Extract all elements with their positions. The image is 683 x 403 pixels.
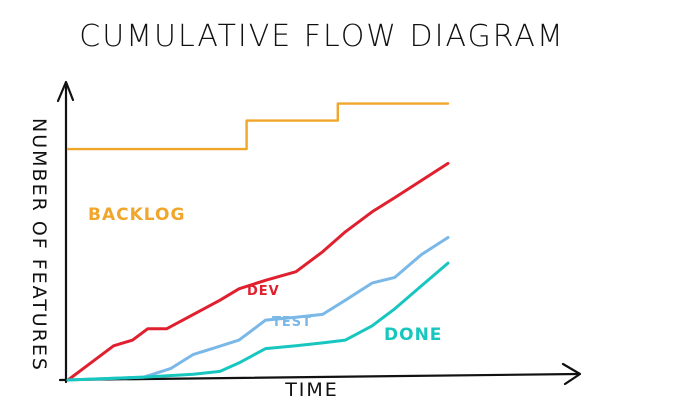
series-layer bbox=[66, 102, 450, 382]
series-line-done bbox=[66, 261, 450, 382]
x-axis-label: TIME bbox=[284, 379, 339, 401]
series-line-test bbox=[66, 236, 450, 382]
y-axis-arrow bbox=[56, 80, 75, 103]
y-axis-label: NUMBER OF FEATURES bbox=[28, 118, 50, 372]
series-label-done: DONE bbox=[384, 325, 442, 345]
x-axis-arrow bbox=[561, 362, 582, 386]
series-line-dev bbox=[66, 161, 450, 382]
series-line-backlog bbox=[66, 102, 450, 151]
series-label-dev: DEV bbox=[247, 284, 280, 299]
series-label-test: TEST bbox=[272, 315, 312, 330]
series-label-backlog: BACKLOG bbox=[88, 205, 185, 225]
x-axis-line bbox=[58, 372, 580, 382]
chart-title: CUMULATIVE FLOW DIAGRAM bbox=[79, 19, 564, 54]
